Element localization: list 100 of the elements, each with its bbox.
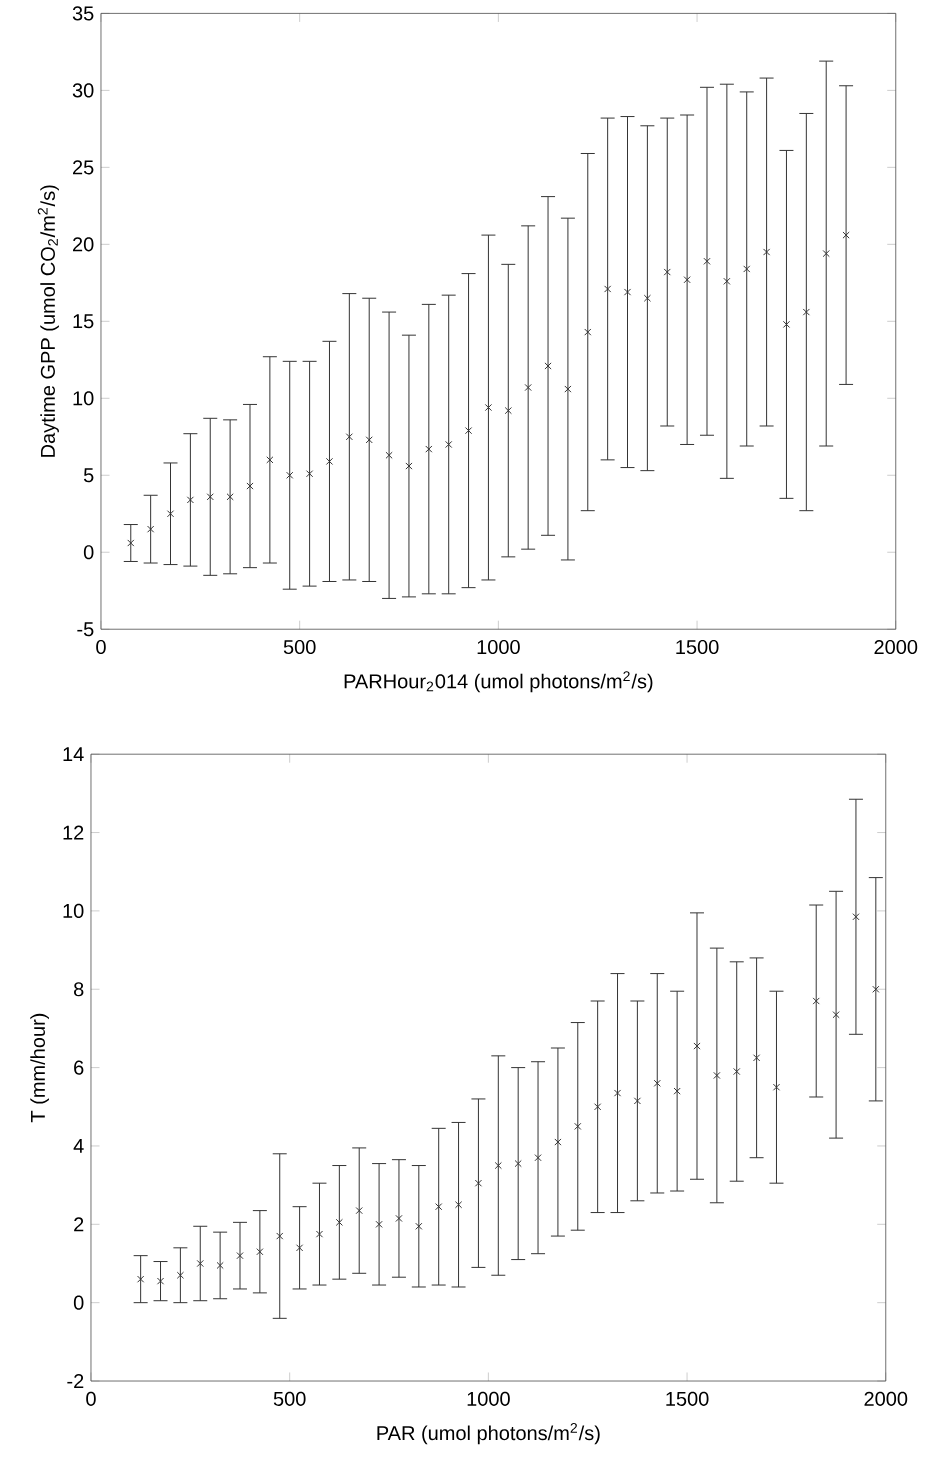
x-tick-label: 0 [96,639,106,655]
point [514,1159,522,1168]
point [286,471,294,479]
y-tick-label: -5 [77,622,94,637]
y-tick-label: 30 [72,83,94,98]
y-tick-label: 6 [74,1060,84,1075]
point [852,913,860,921]
y-tick-label: 12 [63,825,84,840]
point [206,493,214,501]
y-tick-label: 25 [73,160,94,175]
point [484,403,493,412]
point [524,383,532,392]
point [345,433,354,441]
point [306,470,314,478]
point [673,1087,681,1095]
point [534,1154,542,1162]
y-tick-label: 0 [74,1295,84,1310]
point [425,445,433,453]
point [335,1218,344,1226]
point [832,1011,840,1019]
x-axis-title: PARHour$_{2}$014 (umol photons/m$^{2}$/s) [344,671,653,693]
point [196,1259,204,1268]
point [385,451,393,459]
point [127,539,135,547]
point [604,285,612,293]
point [315,1230,324,1238]
point [872,985,880,993]
point [802,308,811,316]
point [663,268,671,276]
point [772,1083,781,1091]
x-tick-label: 1000 [467,1391,510,1406]
point [713,1071,721,1080]
y-tick-label: 14 [63,747,84,762]
point [723,277,731,285]
point [733,1067,741,1076]
point [633,1097,642,1105]
y-tick-label: 35 [72,6,94,21]
y-tick-label: 15 [73,314,94,329]
point [415,1222,423,1230]
point [653,1079,661,1087]
point [753,1054,761,1062]
x-tick-label: 1500 [666,1391,709,1406]
point [226,493,234,501]
point [455,1201,463,1209]
point [842,231,850,239]
point [216,1261,224,1270]
y-tick-label: -2 [67,1374,84,1388]
x-tick-label: 500 [283,639,316,655]
point [465,427,473,435]
point [703,257,711,265]
point [494,1161,503,1170]
point [504,407,513,415]
point [435,1203,443,1211]
point [584,328,592,336]
point [594,1103,602,1111]
y-tick-label: 10 [73,391,94,406]
x-tick-label: 500 [273,1391,306,1406]
point [643,294,652,302]
point [763,248,771,256]
point [186,496,195,504]
point [445,440,453,449]
point [137,1275,145,1283]
point [554,1138,562,1146]
point [395,1214,403,1223]
point [355,1206,363,1215]
point [782,320,791,328]
point [822,249,830,258]
point [474,1179,483,1187]
point [624,288,632,296]
point [325,457,334,466]
y-tick-label: 8 [74,982,84,997]
point [266,456,274,464]
point [296,1244,304,1252]
point [564,385,572,393]
x-tick-label: 1500 [676,639,719,655]
y-tick-label: 0 [84,545,94,560]
point [276,1232,284,1240]
point [743,265,751,273]
point [256,1248,264,1256]
point [683,276,691,284]
point [614,1089,622,1097]
y-tick-label: 20 [73,237,94,252]
y-tick-label: 10 [63,903,84,918]
point [157,1277,165,1285]
y-axis-title: Daytime GPP (umol CO$_{2}$/m$^{2}$/s) [37,185,60,457]
point [236,1252,244,1260]
x-tick-label: 2000 [874,639,918,655]
point [574,1122,582,1130]
y-tick-label: 2 [74,1217,84,1232]
y-tick-label: 5 [84,468,94,483]
point [375,1220,383,1228]
y-axis-title: T (mm/hour) [30,1013,50,1123]
x-tick-label: 1000 [477,639,520,655]
point [147,525,155,533]
point [812,997,820,1005]
x-tick-label: 2000 [864,1391,908,1406]
x-axis-title: PAR (umol photons/m$^{2}$/s) [377,1422,600,1445]
point [176,1271,185,1279]
point [365,436,373,444]
point [167,510,175,518]
